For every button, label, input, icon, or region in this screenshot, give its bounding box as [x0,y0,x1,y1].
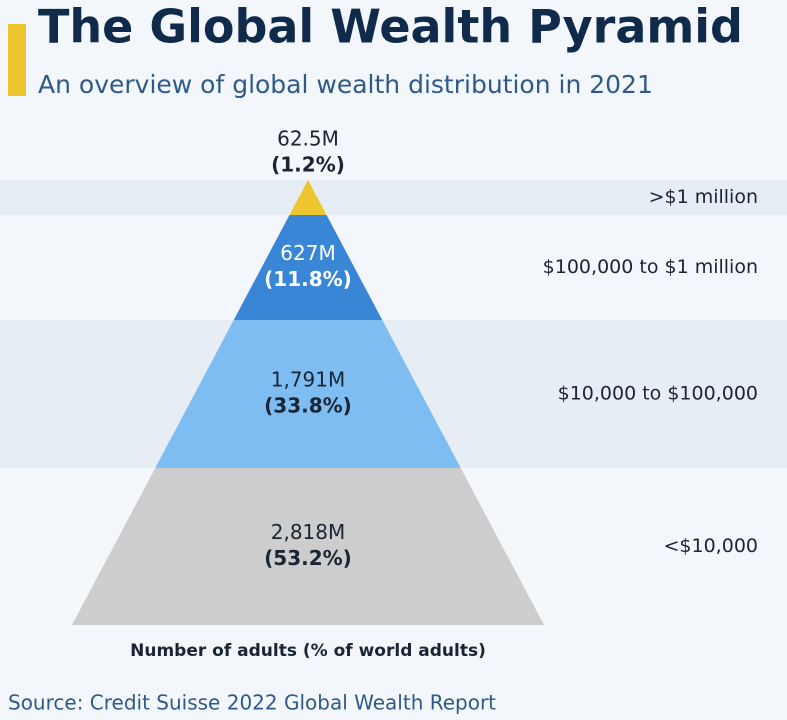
pyramid: >$1 million 62.5M(1.2%) $100,000 to $1 mil… [72,127,759,625]
chart-subtitle: An overview of global wealth distributio… [38,70,653,99]
value-label: 1,791M [271,368,346,392]
category-label: >$1 million [649,186,758,208]
pyramid-segment [289,180,327,215]
category-label: $10,000 to $100,000 [558,383,758,405]
pyramid-segment [233,215,383,320]
share-label: (1.2%) [271,153,345,177]
share-label: (11.8%) [264,267,352,291]
band-stripe [0,180,787,215]
accent-bar [8,24,26,96]
value-label: 62.5M [277,127,339,151]
x-axis-label: Number of adults (% of world adults) [130,641,486,661]
category-label: <$10,000 [664,535,759,557]
chart-title: The Global Wealth Pyramid [38,0,743,54]
share-label: (53.2%) [264,546,352,570]
pyramid-segment [72,468,544,625]
source: Source: Credit Suisse 2022 Global Wealth… [8,691,496,715]
category-label: $100,000 to $1 million [543,256,758,278]
value-label: 2,818M [271,520,346,544]
pyramid-segment [155,320,461,468]
share-label: (33.8%) [264,394,352,418]
value-label: 627M [280,241,335,265]
